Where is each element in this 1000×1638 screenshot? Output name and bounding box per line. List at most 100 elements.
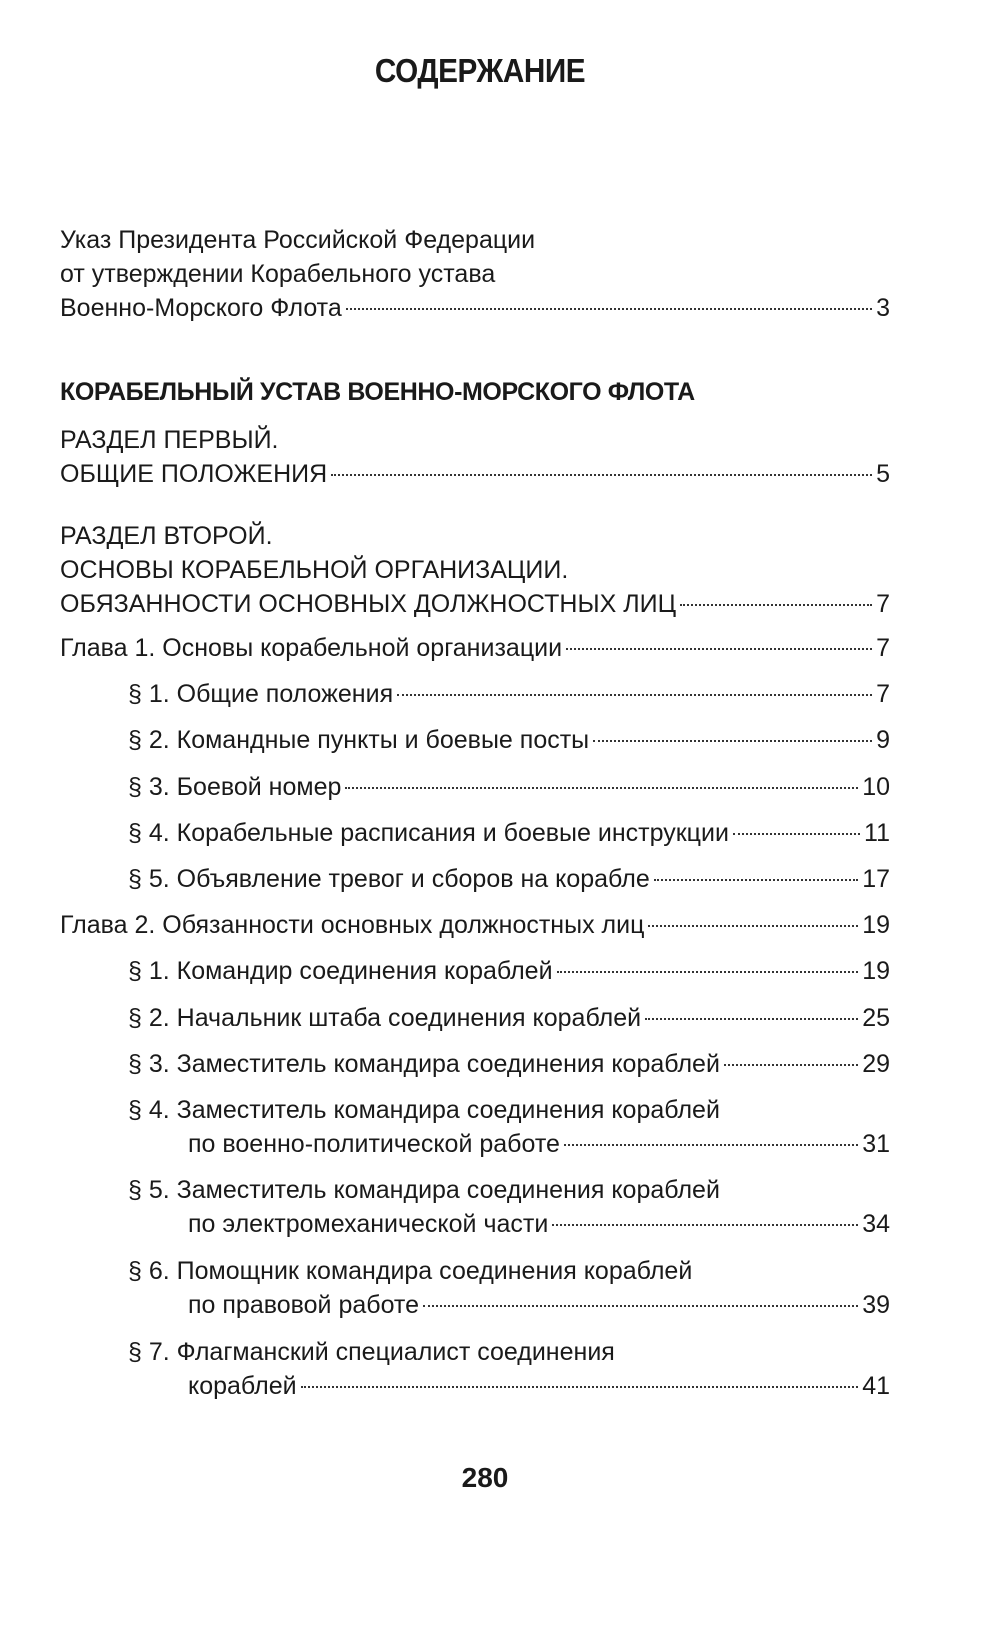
toc-page-number: 11 [864,819,890,847]
toc-entry-line: Глава 2. Обязанности основных должностны… [60,908,890,942]
toc-entry-text: ОСНОВЫ КОРАБЕЛЬНОЙ ОРГАНИЗАЦИИ. [60,556,569,584]
toc-entry-text: § 1. Общие положения [128,680,394,708]
toc-entry-line: КОРАБЕЛЬНЫЙ УСТАВ ВОЕННО-МОРСКОГО ФЛОТА [60,375,890,409]
toc-entry-text: Военно-Морского Флота [60,294,342,322]
toc-entry: РАЗДЕЛ ВТОРОЙ. ОСНОВЫ КОРАБЕЛЬНОЙ ОРГАНИЗ… [60,519,890,621]
dot-leader [563,1144,859,1146]
toc-entry: Указ Президента Российской Федерации от у… [60,223,890,325]
toc-entry-text: ОБЩИЕ ПОЛОЖЕНИЯ [60,460,328,488]
dot-leader [552,1224,859,1226]
toc-page-number: 34 [862,1210,890,1238]
toc-entry-text: § 3. Заместитель командира соединения ко… [128,1050,720,1078]
toc-entry-text: Глава 1. Основы корабельной организации [60,634,563,662]
toc-entry: Глава 2. Обязанности основных должностны… [60,908,890,942]
toc-page-number: 17 [862,865,890,893]
toc-page-number: 7 [876,634,890,662]
toc-page-number: 10 [862,773,890,801]
toc-entry: КОРАБЕЛЬНЫЙ УСТАВ ВОЕННО-МОРСКОГО ФЛОТА [60,375,890,409]
toc-entry-text: РАЗДЕЛ ВТОРОЙ. [60,522,273,550]
toc-entry-line: ОСНОВЫ КОРАБЕЛЬНОЙ ОРГАНИЗАЦИИ. [60,553,890,587]
toc-entry-line: по правовой работе 39 [60,1288,890,1322]
toc-page-number: 41 [862,1372,890,1400]
toc-entry-text: § 6. Помощник командира соединения кораб… [128,1257,693,1285]
toc-entry-line: Глава 1. Основы корабельной организации 7 [60,631,890,665]
toc-entry-text: § 2. Начальник штаба соединения кораблей [128,1004,642,1032]
toc-entry-line: Указ Президента Российской Федерации [60,223,890,257]
dot-leader [345,787,859,789]
toc-entry-line: § 4. Заместитель командира соединения ко… [60,1093,890,1127]
toc-entry-text: § 2. Командные пункты и боевые посты [128,726,590,754]
dot-leader [648,925,859,927]
dot-leader [397,694,873,696]
dot-leader [593,740,873,742]
toc-entry-line: РАЗДЕЛ ВТОРОЙ. [60,519,890,553]
toc-entry: РАЗДЕЛ ПЕРВЫЙ. ОБЩИЕ ПОЛОЖЕНИЯ 5 [60,423,890,491]
toc-page-number: 7 [876,590,890,618]
toc-page-number: 19 [862,911,890,939]
toc-page-number: 5 [876,460,890,488]
toc-entry-line: по военно-политической работе 31 [60,1127,890,1161]
toc-entry-line: § 1. Общие положения 7 [60,677,890,711]
dot-leader [723,1064,859,1066]
toc-entry-line: Военно-Морского Флота 3 [60,291,890,325]
toc-entry-text: ОБЯЗАННОСТИ ОСНОВНЫХ ДОЛЖНОСТНЫХ ЛИЦ [60,590,677,618]
toc-entry-text: РАЗДЕЛ ПЕРВЫЙ. [60,426,279,454]
toc-entry-line: § 6. Помощник командира соединения кораб… [60,1254,890,1288]
toc-entry-text: по военно-политической работе [188,1130,560,1158]
toc-entry-text: КОРАБЕЛЬНЫЙ УСТАВ ВОЕННО-МОРСКОГО ФЛОТА [60,378,695,406]
toc-entry-text: по правовой работе [188,1291,420,1319]
dot-leader [645,1018,859,1020]
dot-leader [566,648,873,650]
toc-entry-text: по электромеханической части [188,1210,549,1238]
toc-entry: § 1. Командир соединения кораблей 19 [60,954,890,988]
dot-leader [680,604,873,606]
toc-entry-line: § 2. Командные пункты и боевые посты 9 [60,723,890,757]
toc-entry-line: § 4. Корабельные расписания и боевые инс… [60,816,890,850]
toc-page-number: 31 [862,1130,890,1158]
toc-entry-line: § 3. Боевой номер 10 [60,770,890,804]
dot-leader [300,1386,859,1388]
toc-entry-line: от утверждении Корабельного устава [60,257,890,291]
toc-entry-line: § 2. Начальник штаба соединения кораблей… [60,1001,890,1035]
toc-page-number: 3 [876,294,890,322]
dot-leader [556,971,859,973]
dot-leader [732,833,861,835]
toc-page-number: 25 [862,1004,890,1032]
toc-page-number: 29 [862,1050,890,1078]
toc-entry: § 2. Командные пункты и боевые посты 9 [60,723,890,757]
toc-entry-text: § 4. Корабельные расписания и боевые инс… [128,819,729,847]
toc-entry-text: Указ Президента Российской Федерации [60,226,536,254]
toc-entry-line: § 3. Заместитель командира соединения ко… [60,1047,890,1081]
toc-entry: § 5. Объявление тревог и сборов на кораб… [60,862,890,896]
toc-entry-text: от утверждении Корабельного устава [60,260,496,288]
toc-page-number: 39 [862,1291,890,1319]
toc-entry-line: § 7. Флагманский специалист соединения [60,1335,890,1369]
toc-entry-text: § 4. Заместитель командира соединения ко… [128,1096,720,1124]
toc-page-number: 9 [876,726,890,754]
dot-leader [345,308,873,310]
toc-entry-line: по электромеханической части 34 [60,1207,890,1241]
toc-entry-line: кораблей 41 [60,1369,890,1403]
page-number: 280 [461,1462,509,1493]
toc-entry-line: § 5. Заместитель командира соединения ко… [60,1173,890,1207]
dot-leader [331,474,873,476]
toc-entry: § 5. Заместитель командира соединения ко… [60,1173,890,1241]
toc-entry-line: ОБЯЗАННОСТИ ОСНОВНЫХ ДОЛЖНОСТНЫХ ЛИЦ 7 [60,587,890,621]
toc-entry-text: § 5. Объявление тревог и сборов на кораб… [128,865,650,893]
toc-entry-line: § 5. Объявление тревог и сборов на кораб… [60,862,890,896]
toc-entry-text: § 5. Заместитель командира соединения ко… [128,1176,720,1204]
dot-leader [423,1305,859,1307]
toc-entry: § 7. Флагманский специалист соединения ко… [60,1335,890,1403]
toc-entry-text: Глава 2. Обязанности основных должностны… [60,911,645,939]
page-title: СОДЕРЖАНИЕ [374,52,586,89]
toc-entry-text: § 7. Флагманский специалист соединения [128,1338,615,1366]
toc-entry-line: § 1. Командир соединения кораблей 19 [60,954,890,988]
toc-entry: § 4. Заместитель командира соединения ко… [60,1093,890,1161]
toc-entry: § 4. Корабельные расписания и боевые инс… [60,816,890,850]
toc-entry: Глава 1. Основы корабельной организации 7 [60,631,890,665]
toc-entry-text: § 3. Боевой номер [128,773,342,801]
toc-entry: § 3. Боевой номер 10 [60,770,890,804]
toc-page-number: 7 [876,680,890,708]
toc-entry: § 2. Начальник штаба соединения кораблей… [60,1001,890,1035]
toc-entry: § 1. Общие положения 7 [60,677,890,711]
